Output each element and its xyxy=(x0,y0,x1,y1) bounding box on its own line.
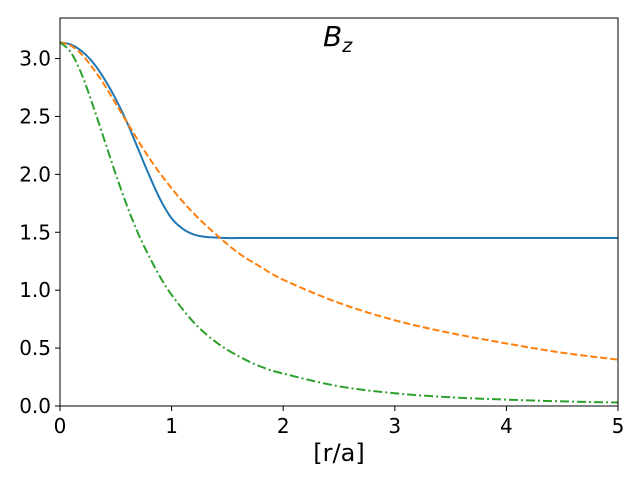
x-tick-label: 5 xyxy=(612,414,625,438)
plot-area xyxy=(60,18,618,406)
chart-title-main: B xyxy=(323,20,342,53)
plot-frame xyxy=(59,17,619,407)
x-tick-label: 3 xyxy=(388,414,401,438)
y-tick-label: 0.5 xyxy=(19,336,51,360)
series-lines xyxy=(59,41,619,404)
y-tick-label: 3.0 xyxy=(19,47,51,71)
x-tick-label: 4 xyxy=(500,414,513,438)
chart-title: Bz xyxy=(323,20,353,57)
series-line-1 xyxy=(59,41,618,240)
y-tick-label: 1.5 xyxy=(19,220,51,244)
y-tick-label: 0.0 xyxy=(19,394,51,418)
y-tick-label: 2.0 xyxy=(19,162,51,186)
y-tick-label: 2.5 xyxy=(19,104,51,128)
x-tick-label: 2 xyxy=(277,414,290,438)
x-tick-label: 1 xyxy=(165,414,178,438)
series-line-2 xyxy=(59,41,619,361)
x-tick-label: 0 xyxy=(54,414,67,438)
x-axis: 0 1 2 3 4 5 xyxy=(54,406,625,438)
y-axis: 0.0 0.5 1.0 1.5 2.0 2.5 3.0 xyxy=(19,47,60,418)
series-line-3 xyxy=(59,41,619,404)
y-tick-label: 1.0 xyxy=(19,278,51,302)
x-axis-title: [r/a] xyxy=(313,439,364,467)
chart-title-subscript: z xyxy=(341,35,353,57)
